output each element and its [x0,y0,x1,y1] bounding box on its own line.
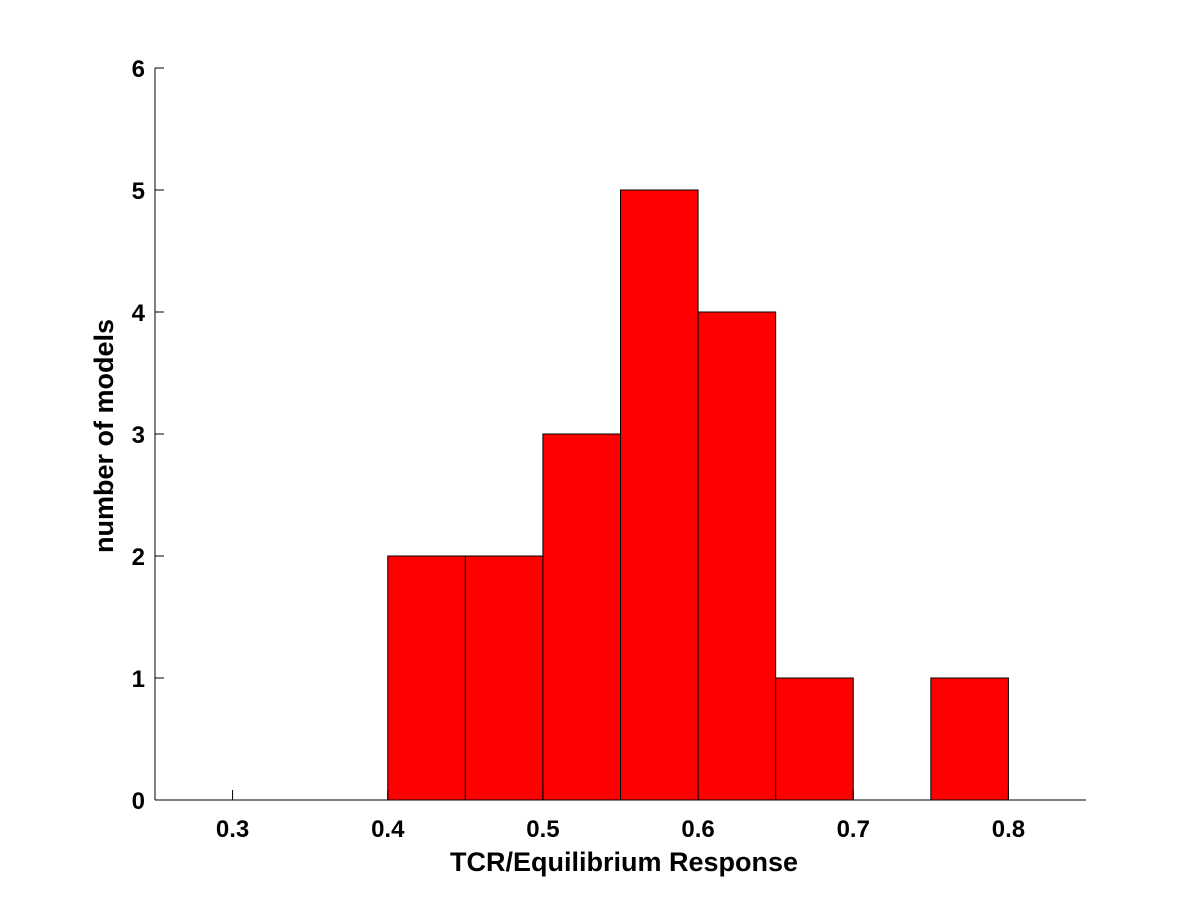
y-tick-label: 0 [132,788,145,815]
histogram-bars [387,189,1009,801]
y-axis-title: number of models [89,319,119,553]
y-axis-ticks: 0 1 2 3 4 5 6 [132,56,164,815]
y-tick-label: 2 [132,544,145,571]
x-tick-label: 0.6 [681,816,714,843]
x-tick-label: 0.5 [526,816,559,843]
x-tick-label: 0.7 [837,816,870,843]
histogram-bar [930,677,1009,801]
histogram-bar [775,677,854,801]
histogram-bar [620,189,699,801]
x-tick-label: 0.4 [371,816,405,843]
x-axis-title: TCR/Equilibrium Response [450,847,798,877]
y-tick-label: 4 [132,300,146,327]
x-tick-label: 0.8 [992,816,1025,843]
x-axis-ticks: 0.3 0.4 0.5 0.6 0.7 0.8 [216,790,1025,843]
y-tick-label: 1 [132,666,145,693]
histogram-bar [387,555,466,801]
y-tick-label: 3 [132,422,145,449]
histogram-bar [464,555,544,801]
y-tick-label: 5 [132,178,145,205]
histogram-bar [697,311,777,801]
x-tick-label: 0.3 [216,816,249,843]
histogram-bar [542,433,622,801]
y-tick-label: 6 [132,56,145,83]
